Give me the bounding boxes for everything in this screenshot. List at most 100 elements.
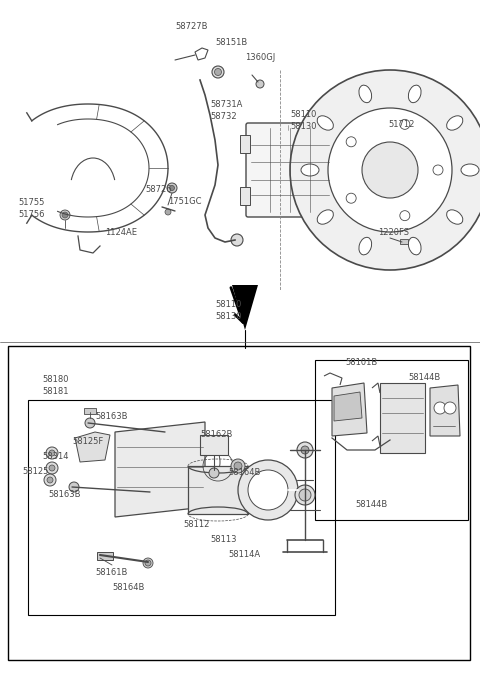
Circle shape <box>62 212 68 218</box>
Polygon shape <box>332 383 367 436</box>
Bar <box>200 435 228 455</box>
Polygon shape <box>430 385 460 436</box>
Polygon shape <box>115 422 205 517</box>
Text: 58114A: 58114A <box>228 550 260 559</box>
Text: 58110: 58110 <box>215 300 241 309</box>
Text: 58144B: 58144B <box>408 373 440 382</box>
Circle shape <box>328 108 452 232</box>
Text: 51755: 51755 <box>18 198 44 207</box>
Text: 1360GJ: 1360GJ <box>245 53 275 62</box>
Ellipse shape <box>446 116 463 130</box>
Circle shape <box>60 210 70 220</box>
Circle shape <box>362 142 418 198</box>
Text: 58180: 58180 <box>42 375 69 384</box>
Circle shape <box>238 460 298 520</box>
Polygon shape <box>232 285 258 330</box>
Circle shape <box>69 482 79 492</box>
Circle shape <box>46 462 58 474</box>
Text: 1751GC: 1751GC <box>168 197 202 206</box>
Text: 58113: 58113 <box>210 535 237 544</box>
Circle shape <box>346 193 356 203</box>
Text: 58125: 58125 <box>22 467 48 476</box>
Circle shape <box>297 442 313 458</box>
Circle shape <box>49 465 55 471</box>
Text: 58314: 58314 <box>42 452 69 461</box>
Ellipse shape <box>317 116 334 130</box>
Text: 58164B: 58164B <box>112 583 144 592</box>
Circle shape <box>299 489 311 501</box>
Circle shape <box>231 234 243 246</box>
Circle shape <box>145 560 151 566</box>
Circle shape <box>305 115 315 125</box>
Circle shape <box>346 137 356 147</box>
Text: 58731A: 58731A <box>210 100 242 109</box>
Text: 58181: 58181 <box>42 387 69 396</box>
Bar <box>400 239 408 244</box>
Text: 58144B: 58144B <box>355 500 387 509</box>
Ellipse shape <box>301 164 319 176</box>
Bar <box>240 135 250 153</box>
Circle shape <box>85 418 95 428</box>
Text: 58163B: 58163B <box>48 490 81 499</box>
Text: 58112: 58112 <box>183 520 209 529</box>
Ellipse shape <box>461 164 479 176</box>
Text: 58732: 58732 <box>210 112 237 121</box>
Circle shape <box>234 462 242 470</box>
Bar <box>330 135 340 153</box>
Circle shape <box>256 80 264 88</box>
Bar <box>97 552 113 560</box>
Text: 58125F: 58125F <box>72 437 103 446</box>
Ellipse shape <box>408 237 421 255</box>
Ellipse shape <box>359 237 372 255</box>
Ellipse shape <box>317 210 334 224</box>
FancyBboxPatch shape <box>246 123 335 217</box>
Text: 58727B: 58727B <box>175 22 207 31</box>
Text: 58161B: 58161B <box>95 568 127 577</box>
Bar <box>84 408 96 414</box>
Text: 58163B: 58163B <box>95 412 128 421</box>
Circle shape <box>400 211 410 221</box>
Circle shape <box>231 459 245 473</box>
Circle shape <box>248 470 288 510</box>
Ellipse shape <box>359 85 372 103</box>
Text: 58101B: 58101B <box>345 358 377 367</box>
Bar <box>28 400 335 615</box>
Text: 58151B: 58151B <box>215 38 247 47</box>
Circle shape <box>215 69 221 76</box>
Text: 58162B: 58162B <box>200 430 232 439</box>
Ellipse shape <box>408 85 421 103</box>
Circle shape <box>301 446 309 454</box>
Bar <box>315 360 468 520</box>
Text: 1220FS: 1220FS <box>378 228 409 237</box>
Circle shape <box>47 477 53 483</box>
Circle shape <box>209 468 219 478</box>
Circle shape <box>212 66 224 78</box>
Bar <box>188 466 248 514</box>
Text: 58130: 58130 <box>290 122 316 131</box>
Text: 58164B: 58164B <box>228 468 260 477</box>
Circle shape <box>143 558 153 568</box>
Text: 51712: 51712 <box>388 120 414 129</box>
Circle shape <box>400 119 410 129</box>
Text: 51756: 51756 <box>18 210 45 219</box>
Bar <box>330 187 340 205</box>
Text: 58726: 58726 <box>145 185 172 194</box>
Circle shape <box>290 70 480 270</box>
Circle shape <box>44 474 56 486</box>
Bar <box>8 346 470 660</box>
Ellipse shape <box>446 210 463 224</box>
Circle shape <box>433 165 443 175</box>
Circle shape <box>444 402 456 414</box>
Circle shape <box>295 485 315 505</box>
Bar <box>240 187 250 205</box>
Circle shape <box>434 402 446 414</box>
Text: 58130: 58130 <box>215 312 241 321</box>
Text: 58110: 58110 <box>290 110 316 119</box>
Polygon shape <box>380 383 425 453</box>
Circle shape <box>169 186 175 191</box>
Polygon shape <box>334 392 362 421</box>
Text: 1124AE: 1124AE <box>105 228 137 237</box>
Circle shape <box>49 450 55 456</box>
Polygon shape <box>75 432 110 462</box>
Circle shape <box>46 447 58 459</box>
